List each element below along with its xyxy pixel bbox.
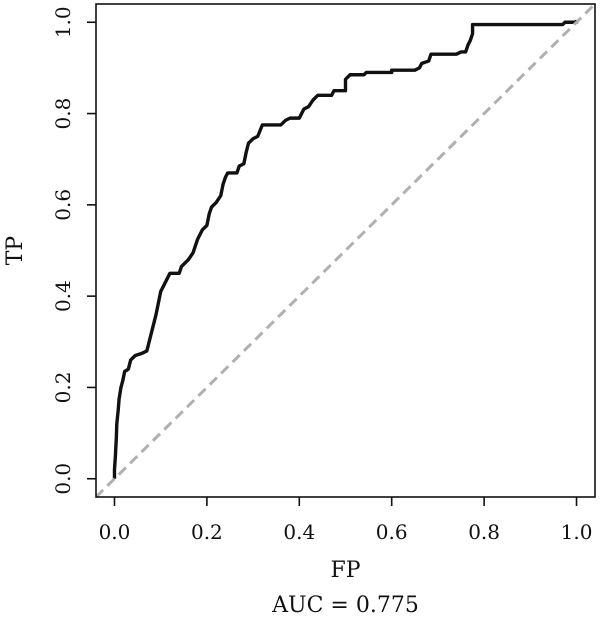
y-axis: 0.0 0.2 0.4 0.6 0.8 1.0: [51, 6, 96, 495]
x-tick-label: 1.0: [561, 520, 593, 544]
x-tick-label: 0.2: [191, 520, 223, 544]
y-tick-label: 1.0: [51, 6, 75, 38]
roc-curve-line: [112, 19, 579, 479]
x-tick-label: 0.0: [99, 520, 131, 544]
x-tick-label: 0.6: [376, 520, 408, 544]
x-tick-label: 0.4: [283, 520, 315, 544]
y-tick-label: 0.2: [51, 372, 75, 404]
plot-frame: [95, 3, 596, 498]
plot-marks: [94, 2, 597, 499]
y-tick-label: 0.6: [51, 189, 75, 221]
y-axis-title: TP: [3, 236, 28, 266]
y-tick-label: 0.4: [51, 280, 75, 312]
x-axis: 0.0 0.2 0.4 0.6 0.8 1.0: [99, 497, 593, 544]
auc-caption: AUC = 0.775: [271, 593, 419, 618]
diagonal-reference-line: [94, 2, 597, 499]
x-axis-title: FP: [330, 558, 360, 583]
y-tick-label: 0.8: [51, 98, 75, 130]
x-tick-label: 0.8: [468, 520, 500, 544]
y-tick-label: 0.0: [51, 463, 75, 495]
